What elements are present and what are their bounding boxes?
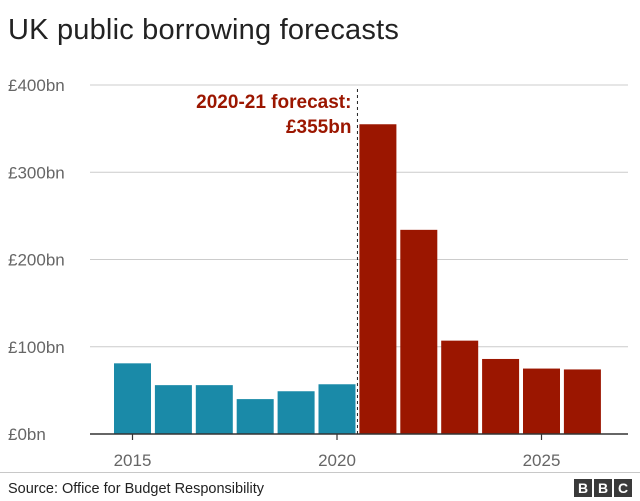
source-note: Source: Office for Budget Responsibility — [8, 481, 265, 497]
bar-actual — [318, 384, 356, 434]
x-axis-labels: 2015 2020 2025 — [114, 434, 561, 470]
x-tick-label: 2025 — [523, 451, 561, 470]
grid-lines — [90, 84, 628, 348]
y-tick-label: £100bn — [8, 338, 65, 357]
bar-actual — [277, 391, 315, 434]
bar-forecast — [441, 340, 479, 434]
y-tick-label: £300bn — [8, 163, 65, 182]
x-tick-label: 2020 — [318, 451, 356, 470]
logo-letter: B — [574, 479, 592, 497]
bar-chart: £0bn £100bn £200bn £300bn £400bn 2015 2020 202… — [8, 76, 628, 470]
bar-actual — [236, 399, 274, 434]
bar-actual — [114, 363, 151, 434]
bar-actual — [154, 385, 192, 434]
logo-letter: B — [594, 479, 612, 497]
logo-letter: C — [614, 479, 632, 497]
y-tick-label: £200bn — [8, 251, 65, 270]
y-tick-label: £0bn — [8, 425, 46, 444]
bar-forecast — [523, 368, 560, 434]
bbc-logo: B B C — [574, 479, 632, 497]
chart-title: UK public borrowing forecasts — [8, 14, 400, 46]
annotation-line2: £355bn — [286, 117, 351, 138]
x-tick-label: 2015 — [114, 451, 152, 470]
annotation-line1: 2020-21 forecast: — [196, 92, 351, 113]
bar-actual — [195, 385, 233, 434]
bar-forecast — [359, 124, 397, 434]
y-tick-label: £400bn — [8, 76, 65, 95]
forecast-annotation: 2020-21 forecast: £355bn — [196, 89, 358, 434]
y-axis-labels: £0bn £100bn £200bn £300bn £400bn — [8, 76, 65, 444]
bar-forecast — [563, 369, 601, 434]
bars — [114, 124, 601, 434]
bar-forecast — [400, 229, 438, 434]
footer: Source: Office for Budget Responsibility… — [0, 472, 640, 501]
bar-forecast — [482, 358, 520, 434]
